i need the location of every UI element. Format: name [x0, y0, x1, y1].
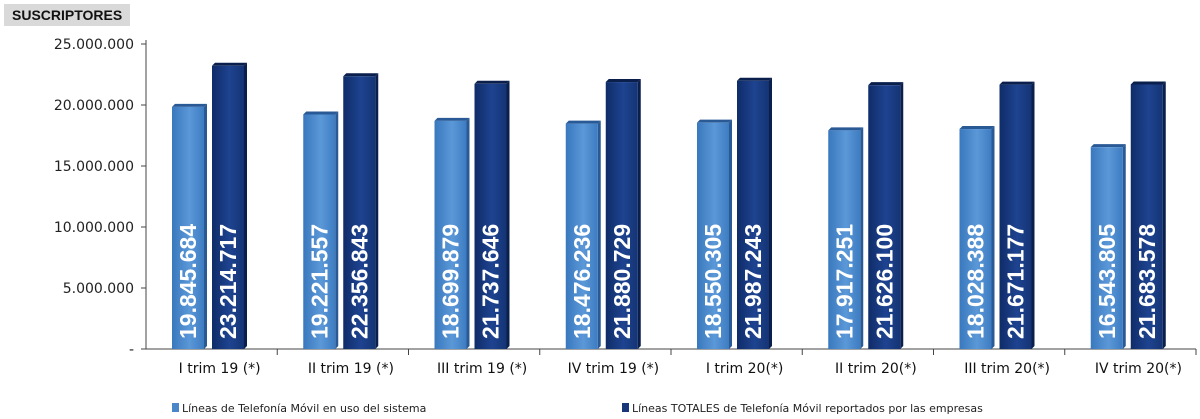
bar-value-label: 22.356.843	[346, 224, 372, 339]
bar-top-face	[212, 63, 247, 66]
x-category-label: IV trim 20(*)	[1095, 361, 1182, 377]
legend-swatch	[622, 403, 629, 412]
legend: Líneas de Telefonía Móvil en uso del sis…	[172, 402, 983, 415]
bar-side-face	[598, 121, 601, 349]
bar-side-face	[244, 63, 247, 349]
bar-value-label: 21.737.646	[478, 224, 504, 339]
bar-top-face	[737, 78, 772, 81]
y-tick-label: 25.000.000	[54, 37, 134, 53]
bar-value-label: 23.214.717	[215, 224, 241, 339]
bar-value-label: 21.671.177	[1003, 224, 1029, 339]
bar-side-face	[729, 120, 732, 349]
y-tick-label: 5.000.000	[63, 281, 134, 297]
bar-side-face	[860, 127, 863, 349]
bar-value-label: 18.699.879	[438, 224, 464, 339]
bar-side-face	[335, 111, 338, 349]
y-tick-label: 15.000.000	[54, 159, 134, 175]
bar-top-face	[566, 121, 601, 124]
x-category-label: II trim 19 (*)	[308, 361, 394, 377]
bar-top-face	[1000, 82, 1035, 85]
bar-value-label: 17.917.251	[831, 224, 857, 339]
bar-top-face	[303, 111, 338, 114]
bar-value-label: 21.626.100	[871, 224, 897, 339]
bar-side-face	[1123, 144, 1126, 349]
x-category-label: IV trim 19 (*)	[568, 361, 660, 377]
bar-side-face	[467, 118, 470, 349]
bar-value-label: 18.476.236	[569, 224, 595, 339]
bar-top-face	[475, 81, 510, 84]
bar-value-label: 21.880.729	[609, 224, 635, 339]
bar-value-label: 19.845.684	[175, 224, 201, 339]
legend-label: Líneas de Telefonía Móvil en uso del sis…	[182, 402, 426, 415]
x-category-label: III trim 20(*)	[964, 361, 1050, 377]
y-tick-label: 10.000.000	[54, 220, 134, 236]
bar-value-label: 21.683.578	[1134, 224, 1160, 339]
bar-top-face	[697, 120, 732, 123]
bar-side-face	[1032, 82, 1035, 349]
x-category-label: I trim 19 (*)	[179, 361, 261, 377]
bar-top-face	[828, 127, 863, 130]
x-category-label: III trim 19 (*)	[437, 361, 527, 377]
y-tick-label: -	[129, 342, 134, 358]
label-layer: 19.845.684 23.214.717 19.221.557 22.356.843…	[175, 224, 1160, 339]
bar-top-face	[343, 73, 378, 76]
bar-side-face	[204, 104, 207, 349]
legend-swatch	[172, 403, 179, 412]
bar-top-face	[960, 126, 995, 129]
bar-top-face	[1091, 144, 1126, 147]
bar-side-face	[507, 81, 510, 349]
bar-value-label: 18.028.388	[963, 224, 989, 339]
bar-side-face	[638, 79, 641, 349]
bar-top-face	[435, 118, 470, 121]
y-tick-label: 20.000.000	[54, 98, 134, 114]
bar-side-face	[375, 73, 378, 349]
bar-side-face	[769, 78, 772, 349]
x-category-label: II trim 20(*)	[835, 361, 917, 377]
legend-label: Líneas TOTALES de Telefonía Móvil report…	[632, 402, 983, 415]
bar-value-label: 21.987.243	[740, 224, 766, 339]
bar-value-label: 16.543.805	[1094, 224, 1120, 339]
bar-top-face	[606, 79, 641, 82]
bar-value-label: 18.550.305	[700, 224, 726, 339]
bar-top-face	[868, 82, 903, 85]
bar-top-face	[1131, 81, 1166, 84]
bar-side-face	[992, 126, 995, 349]
bar-top-face	[172, 104, 207, 107]
bar-side-face	[900, 82, 903, 349]
bar-value-label: 19.221.557	[306, 224, 332, 339]
x-category-label: I trim 20(*)	[706, 361, 784, 377]
bar-side-face	[1163, 81, 1166, 349]
